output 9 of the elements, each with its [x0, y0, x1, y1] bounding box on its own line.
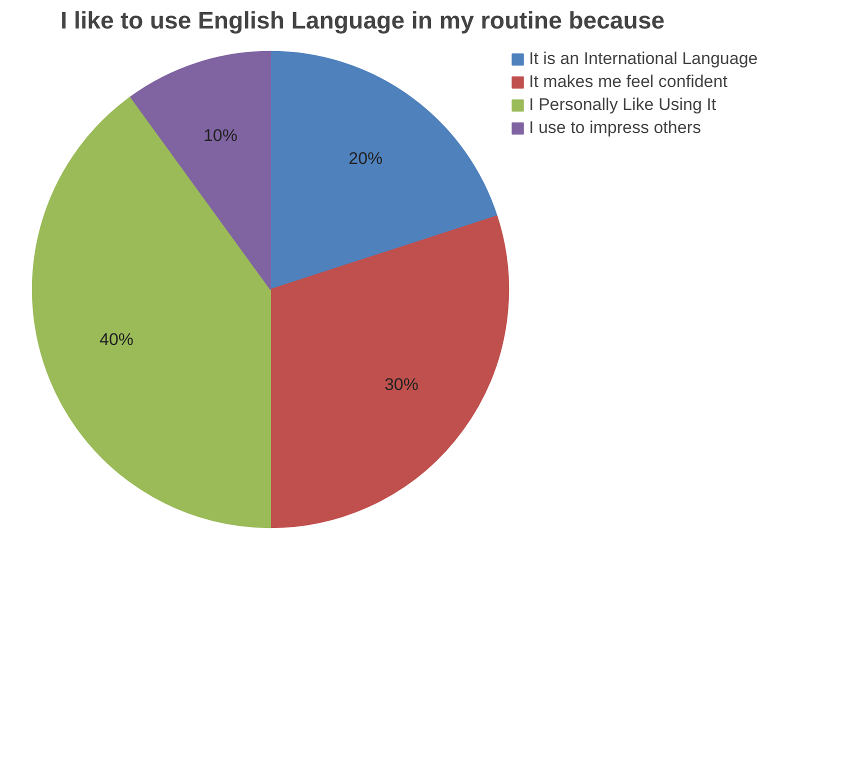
data-label: 40% — [100, 330, 134, 350]
legend-label: I use to impress others — [529, 118, 701, 138]
legend-label: It is an International Language — [529, 49, 758, 69]
legend-label: I Personally Like Using It — [529, 95, 716, 115]
data-label: 20% — [348, 149, 383, 168]
data-label: 10% — [203, 126, 238, 146]
data-label: 30% — [384, 375, 419, 394]
chart-title: I like to use English Language in my routine because — [60, 8, 665, 34]
legend-label: It makes me feel confident — [529, 72, 728, 92]
